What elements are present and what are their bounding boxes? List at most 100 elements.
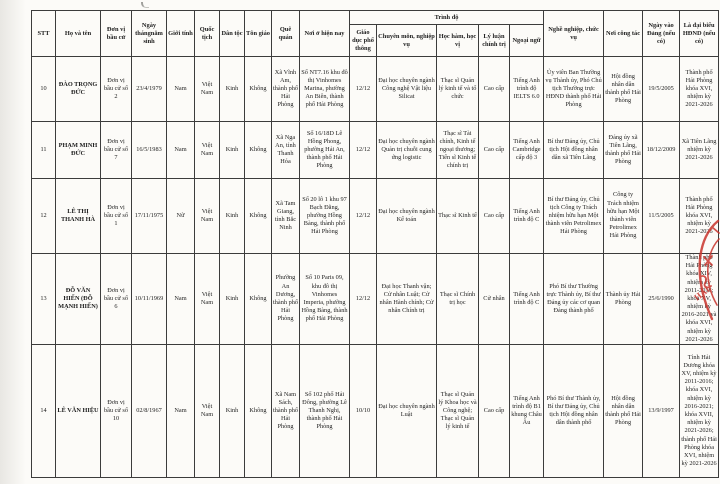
cell-que-quan: Xã Tam Giang, tỉnh Bắc Ninh bbox=[271, 178, 300, 254]
cell-chuyen-mon-nghiep-vu: Đại học chuyên ngành Kế toán bbox=[376, 178, 437, 254]
cell-noi-o-hien-nay: Số 10 Paris 09, khu đô thị Vinhomes Impe… bbox=[299, 253, 350, 345]
cell-giao-duc-pho-thong: 12/12 bbox=[349, 178, 377, 254]
cell-ngay-sinh: 10/11/1969 bbox=[131, 253, 167, 345]
cell-ho-ten: PHẠM MINH ĐỨC bbox=[55, 121, 101, 179]
col-header-noi-cong-tac: Nơi công tác bbox=[603, 10, 644, 57]
cell-ho-ten: LÊ THỊ THANH HÀ bbox=[55, 178, 101, 254]
table-header: STT Họ và tên Đơn vị bầu cử Ngày thángnă… bbox=[31, 10, 720, 57]
table-row: 10 ĐÀO TRỌNG ĐỨC Đơn vị bầu cử số 2 23/4/19… bbox=[31, 56, 720, 122]
cell-ton-giao: Không bbox=[244, 253, 272, 345]
cell-ly-luan-chinh-tri: Cao cấp bbox=[478, 344, 510, 478]
cell-nghe-nghiep-chuc-vu: Phó Bí thư Thành ủy, Bí thư Đảng ủy, Chủ… bbox=[543, 344, 605, 478]
cell-stt: 12 bbox=[31, 178, 56, 254]
cell-quoc-tich: Việt Nam bbox=[194, 56, 220, 122]
cell-dan-toc: Kinh bbox=[219, 121, 245, 179]
cell-ngay-sinh: 17/11/1975 bbox=[131, 178, 167, 254]
cell-gioi-tinh: Nữ bbox=[166, 178, 195, 254]
table-row: 11 PHẠM MINH ĐỨC Đơn vị bầu cử số 7 16/5/19… bbox=[31, 121, 720, 179]
cell-noi-cong-tac: Công ty Trách nhiệm hữu hạn Một thành vi… bbox=[603, 178, 644, 254]
cell-ly-luan-chinh-tri: Cao cấp bbox=[478, 121, 510, 179]
col-header-giao-duc-pho-thong: Giáo dục phổ thông bbox=[349, 24, 377, 57]
cell-noi-cong-tac: Đảng ủy xã Tiên Lãng, thành phố Hải Phòn… bbox=[603, 121, 644, 179]
cell-ngay-sinh: 23/4/1979 bbox=[131, 56, 167, 122]
cell-ngoai-ngu: Tiếng Anh trình độ C bbox=[508, 253, 545, 345]
col-header-ly-luan-chinh-tri: Lý luận chính trị bbox=[478, 24, 510, 57]
cell-hoc-ham-hoc-vi: Thạc sĩ Quản lý Khoa học và Công nghệ; T… bbox=[436, 344, 479, 478]
cell-dan-toc: Kinh bbox=[219, 178, 245, 254]
cell-noi-o-hien-nay: Số 16/18D Lê Hồng Phong, phường Hải An, … bbox=[299, 121, 350, 179]
cell-ngoai-ngu: Tiếng Anh trình độ IELTS 6.0 bbox=[508, 56, 545, 122]
cell-que-quan: Xã Nga An, tỉnh Thanh Hóa bbox=[271, 121, 300, 179]
cell-quoc-tich: Việt Nam bbox=[194, 178, 220, 254]
col-header-dan-toc: Dân tộc bbox=[219, 10, 245, 57]
cell-ngay-vao-dang: 18/12/2009 bbox=[642, 121, 681, 179]
cell-chuyen-mon-nghiep-vu: Đại học chuyên ngành Luật bbox=[376, 344, 437, 478]
cell-ngay-vao-dang: 11/5/2005 bbox=[642, 178, 681, 254]
cell-ton-giao: Không bbox=[244, 121, 272, 179]
cell-que-quan: Xã Nam Sách, thành phố Hải Phòng bbox=[271, 344, 300, 478]
col-header-gioi-tinh: Giới tính bbox=[166, 10, 195, 57]
cell-gioi-tinh: Nam bbox=[166, 253, 195, 345]
table-row: 13 ĐỖ VĂN HIẾN (ĐỖ MẠNH HIẾN) Đơn vị bầu c… bbox=[31, 253, 720, 345]
cell-ly-luan-chinh-tri: Cử nhân bbox=[478, 253, 510, 345]
cell-ngoai-ngu: Tiếng Anh trình độ B1 khung Châu Âu bbox=[508, 344, 545, 478]
cell-don-vi-bau-cu: Đơn vị bầu cử số 2 bbox=[100, 56, 132, 122]
cell-ton-giao: Không bbox=[244, 178, 272, 254]
col-header-ngoai-ngu: Ngoại ngữ bbox=[508, 24, 545, 57]
cell-don-vi-bau-cu: Đơn vị bầu cử số 1 bbox=[100, 178, 132, 254]
cell-giao-duc-pho-thong: 12/12 bbox=[349, 253, 377, 345]
cell-hoc-ham-hoc-vi: Thạc sĩ Tài chính, Kinh tế ngoại thương;… bbox=[436, 121, 479, 179]
cell-dan-toc: Kinh bbox=[219, 56, 245, 122]
col-header-ho-ten: Họ và tên bbox=[55, 10, 101, 57]
cell-que-quan: Phường An Dương, thành phố Hải Phòng bbox=[271, 253, 300, 345]
cell-dai-bieu-hdnd: Xã Tiên Lãng nhiệm kỳ 2021-2026 bbox=[679, 121, 720, 179]
cell-noi-o-hien-nay: Số 20 lô 1 khu 97 Bạch Đằng, phường Hồng… bbox=[299, 178, 350, 254]
cell-noi-o-hien-nay: Số NT7.16 khu đô thị Vinhomes Marina, ph… bbox=[299, 56, 350, 122]
col-header-ngay-vao-dang: Ngày vào Đảng (nếu có) bbox=[642, 10, 681, 57]
cell-ho-ten: ĐÀO TRỌNG ĐỨC bbox=[55, 56, 101, 122]
red-stamp: HẢI bbox=[692, 219, 720, 321]
cell-gioi-tinh: Nam bbox=[166, 56, 195, 122]
col-header-hoc-ham-hoc-vi: Học hàm, học vị bbox=[436, 24, 479, 57]
cell-ngoai-ngu: Tiếng Anh trình độ C bbox=[508, 178, 545, 254]
cell-dai-bieu-hdnd: Tỉnh Hải Dương khóa XV, nhiệm kỳ 2011-20… bbox=[679, 344, 720, 478]
cell-dan-toc: Kinh bbox=[219, 344, 245, 478]
col-header-noi-o-hien-nay: Nơi ở hiện nay bbox=[299, 10, 350, 57]
col-header-ngay-sinh: Ngày thángnăm sinh bbox=[131, 10, 167, 57]
col-header-ton-giao: Tôn giáo bbox=[244, 10, 272, 57]
cell-giao-duc-pho-thong: 12/12 bbox=[349, 121, 377, 179]
cell-quoc-tich: Việt Nam bbox=[194, 253, 220, 345]
cell-stt: 14 bbox=[31, 344, 56, 478]
cell-quoc-tich: Việt Nam bbox=[194, 121, 220, 179]
cell-ngay-vao-dang: 13/9/1997 bbox=[642, 344, 681, 478]
col-header-stt: STT bbox=[31, 10, 56, 57]
cell-ngay-sinh: 16/5/1983 bbox=[131, 121, 167, 179]
cell-nghe-nghiep-chuc-vu: Bí thư Đảng ủy, Chủ tịch Công ty Trách n… bbox=[543, 178, 605, 254]
cell-ly-luan-chinh-tri: Cao cấp bbox=[478, 56, 510, 122]
cell-que-quan: Xã Vĩnh Am, thành phố Hải Phòng bbox=[271, 56, 300, 122]
cell-nghe-nghiep-chuc-vu: Ủy viên Ban Thường vụ Thành ủy, Phó Chủ … bbox=[543, 56, 605, 122]
cell-don-vi-bau-cu: Đơn vị bầu cử số 6 bbox=[100, 253, 132, 345]
col-header-quoc-tich: Quốc tịch bbox=[194, 10, 220, 57]
cell-ly-luan-chinh-tri: Cao cấp bbox=[478, 178, 510, 254]
cell-ngay-vao-dang: 25/6/1990 bbox=[642, 253, 681, 345]
cell-chuyen-mon-nghiep-vu: Đại học chuyên ngành Công nghệ Vật liệu … bbox=[376, 56, 437, 122]
cell-dai-bieu-hdnd: Thành phố Hải Phòng khóa XVI, nhiệm kỳ 2… bbox=[679, 56, 720, 122]
table-body: 10 ĐÀO TRỌNG ĐỨC Đơn vị bầu cử số 2 23/4/19… bbox=[31, 56, 720, 478]
deputies-table: STT Họ và tên Đơn vị bầu cử Ngày thángnă… bbox=[31, 10, 720, 478]
cell-noi-cong-tac: Hội đồng nhân dân thành phố Hải Phòng bbox=[603, 56, 644, 122]
cell-noi-o-hien-nay: Số 102 phố Hải Đông, phường Lê Thanh Ngh… bbox=[299, 344, 350, 478]
cell-dan-toc: Kinh bbox=[219, 253, 245, 345]
scan-smudge bbox=[141, 2, 149, 8]
cell-stt: 10 bbox=[31, 56, 56, 122]
col-header-nghe-nghiep: Nghề nghiệp, chức vụ bbox=[543, 10, 605, 57]
group-header-trinh-do: Trình độ bbox=[348, 10, 545, 25]
cell-chuyen-mon-nghiep-vu: Đại học chuyên ngành Quản trị chuỗi cung… bbox=[376, 121, 437, 179]
cell-don-vi-bau-cu: Đơn vị bầu cử số 7 bbox=[100, 121, 132, 179]
col-header-que-quan: Quê quán bbox=[271, 10, 300, 57]
cell-hoc-ham-hoc-vi: Thạc sĩ Chính trị học bbox=[436, 253, 479, 345]
cell-ngoai-ngu: Tiếng Anh Cambridge cấp độ 3 bbox=[508, 121, 545, 179]
table-row: 14 LÊ VĂN HIỆU Đơn vị bầu cử số 10 02/8/196… bbox=[31, 344, 720, 478]
col-header-dai-bieu-hdnd: Là đại biểu HĐND (nếu có) bbox=[679, 10, 720, 57]
cell-nghe-nghiep-chuc-vu: Bí thư Đảng ủy, Chủ tịch Hội đồng nhân d… bbox=[543, 121, 605, 179]
